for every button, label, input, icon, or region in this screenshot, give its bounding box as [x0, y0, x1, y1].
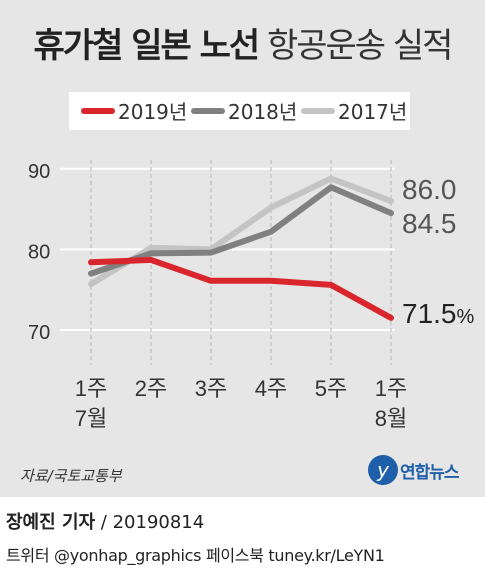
- reporter-name: 장예진 기자: [6, 512, 96, 533]
- yonhap-logo: y 연합뉴스: [368, 455, 460, 485]
- x-tick-label: 7월: [75, 406, 107, 431]
- title-bold: 휴가철 일본 노선: [33, 26, 261, 66]
- x-tick-label: 1주: [375, 376, 407, 401]
- legend-box: [69, 92, 410, 130]
- x-tick-label: 3주: [195, 376, 227, 401]
- source-note: 자료/국토교통부: [20, 467, 122, 485]
- title-normal: 항공운송 실적: [266, 26, 453, 66]
- legend-label-2019년: 2019년: [118, 100, 187, 124]
- x-tick-label: 8월: [375, 406, 407, 431]
- x-tick-label: 2주: [135, 376, 167, 401]
- end-label-2017년: 86.0: [402, 174, 457, 205]
- legend-label-2018년: 2018년: [228, 100, 297, 124]
- end-label-suffix: %: [457, 306, 475, 328]
- y-tick-label-90: 90: [28, 161, 50, 183]
- yonhap-logo-icon: y: [368, 455, 398, 485]
- byline-date: / 20190814: [95, 512, 205, 533]
- x-tick-label: 4주: [255, 376, 287, 401]
- yonhap-logo-text: 연합뉴스: [400, 462, 460, 483]
- x-tick-label: 1주: [75, 376, 107, 401]
- series-line-2018년: [88, 184, 394, 277]
- series-line-2019년: [88, 256, 394, 321]
- y-tick-label-80: 80: [28, 241, 50, 263]
- x-tick-label: 5주: [315, 376, 347, 401]
- chart-title: 휴가철 일본 노선 항공운송 실적: [0, 18, 485, 67]
- end-label-2018년: 84.5: [402, 208, 457, 239]
- byline: 장예진 기자 / 20190814: [6, 508, 204, 534]
- y-tick-label-70: 70: [28, 322, 50, 344]
- line-chart: 70 80 90 1주 7월 2주 3주 4주 5주 1주 8월 71.5% 84.586.0 2019년…: [28, 100, 475, 431]
- end-label-2019년: 71.5%: [402, 298, 475, 329]
- social-links: 트위터 @yonhap_graphics 페이스북 tuney.kr/LeYN1: [6, 546, 385, 565]
- legend-label-2017년: 2017년: [338, 100, 407, 124]
